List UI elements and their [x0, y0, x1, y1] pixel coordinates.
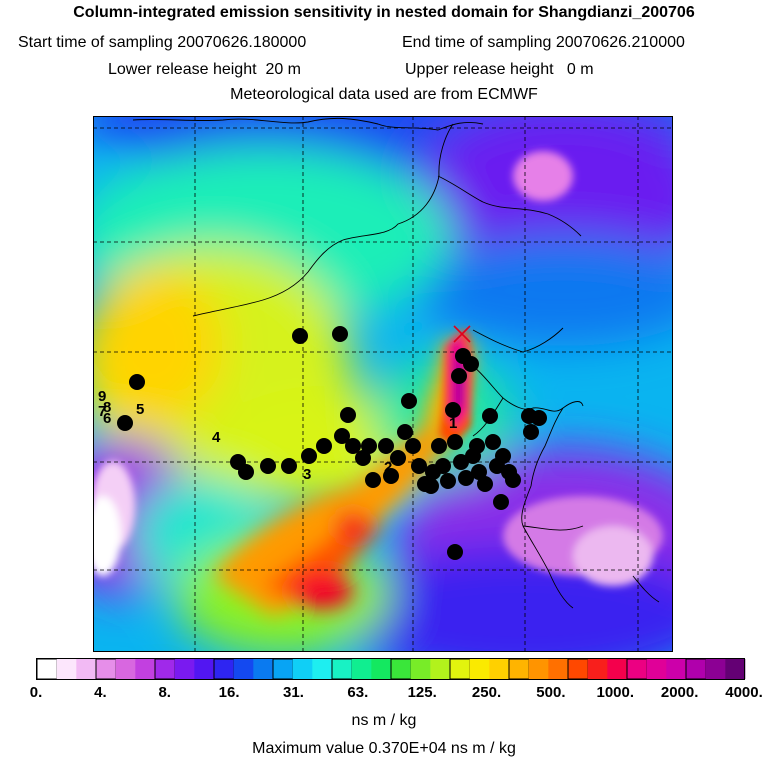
cluster-label-4: 4	[212, 429, 221, 446]
colorbar-swatch	[410, 659, 431, 679]
cluster-label-2: 2	[384, 459, 392, 476]
colorbar-swatch	[607, 659, 628, 679]
release-lower: Lower release height 20 m	[108, 61, 301, 79]
max-value: Maximum value 0.370E+04 ns m / kg	[252, 740, 516, 757]
colorbar-tick-label: 1000.	[596, 684, 635, 701]
colorbar-swatch	[76, 659, 97, 679]
colorbar-unit: ns m / kg	[351, 712, 417, 729]
colorbar-swatch	[292, 659, 313, 679]
emission-sensitivity-map: 9 8 7 6 5 4 3 2 1	[93, 116, 673, 652]
cluster-label-3: 3	[303, 466, 311, 483]
colorbar-tick-label: 250.	[471, 684, 502, 701]
colorbar-swatch	[646, 659, 667, 679]
colorbar-tick-label: 4.	[94, 684, 107, 701]
colorbar-swatch	[666, 659, 687, 679]
cluster-label-8: 8	[103, 399, 111, 416]
colorbar-swatch	[508, 658, 530, 680]
cluster-label-6: 6	[103, 410, 111, 427]
colorbar-swatch	[430, 659, 451, 679]
map-frame	[93, 116, 673, 652]
colorbar-tick-label: 16.	[218, 684, 240, 701]
sampling-start-value: 20070626.180000	[177, 34, 307, 51]
colorbar-swatch	[36, 658, 58, 680]
cluster-label-9: 9	[98, 388, 106, 405]
colorbar-tick-label: 500.	[536, 684, 566, 701]
cluster-label-7: 7	[98, 403, 106, 420]
colorbar-swatch	[233, 659, 254, 679]
colorbar-swatch	[626, 658, 648, 680]
colorbar-swatch	[390, 658, 412, 680]
colorbar-swatch	[489, 659, 510, 679]
colorbar-tick-label: 31.	[283, 684, 304, 701]
colorbar-swatch	[56, 659, 77, 679]
colorbar-swatch	[135, 659, 156, 679]
sampling-end: End time of sampling 20070626.210000	[402, 34, 685, 52]
colorbar-swatch	[174, 659, 195, 679]
release-lower-value: 20 m	[265, 61, 302, 78]
colorbar-tick-label: 2000.	[660, 684, 699, 701]
cluster-label-5: 5	[136, 401, 144, 418]
sampling-start-label: Start time of sampling	[18, 34, 173, 51]
colorbar-tick-label: 0.	[29, 684, 43, 701]
colorbar-tick-label: 8.	[158, 684, 171, 701]
colorbar-swatch	[253, 659, 274, 679]
colorbar-swatch	[705, 659, 726, 679]
graticule	[93, 116, 673, 652]
colorbar-frame	[36, 658, 745, 680]
colorbar-swatch	[213, 658, 235, 680]
colorbar-swatch	[548, 659, 569, 679]
colorbar-swatch	[528, 659, 549, 679]
colorbar-swatch	[567, 658, 589, 680]
colorbar-swatch	[685, 658, 707, 680]
colorbar-swatch	[154, 658, 176, 680]
release-upper-label: Upper release height	[405, 61, 554, 78]
colorbar	[36, 658, 746, 680]
colorbar-swatches	[36, 658, 746, 680]
colorbar-swatch	[587, 659, 608, 679]
colorbar-swatch	[194, 659, 215, 679]
met-source: Meteorological data used are from ECMWF	[230, 86, 538, 103]
colorbar-swatch	[312, 659, 333, 679]
release-lower-label: Lower release height	[108, 61, 257, 78]
colorbar-tick-label: 63.	[347, 684, 369, 701]
colorbar-swatch	[95, 658, 117, 680]
field-layer: 9 8 7 6 5 4 3 2 1	[93, 116, 673, 652]
colorbar-swatch	[115, 659, 136, 679]
colorbar-tick-label: 4000.	[725, 684, 763, 701]
colorbar-swatch	[351, 659, 372, 679]
cluster-label-1: 1	[449, 415, 457, 432]
trajectory-points	[117, 326, 547, 560]
sampling-end-value: 20070626.210000	[555, 34, 685, 51]
colorbar-swatch	[331, 658, 353, 680]
colorbar-swatch	[449, 658, 471, 680]
cluster-labels: 9 8 7 6 5 4 3 2 1	[98, 388, 457, 483]
sampling-start: Start time of sampling 20070626.180000	[18, 34, 306, 52]
release-upper: Upper release height 0 m	[405, 61, 594, 79]
colorbar-swatch	[725, 659, 746, 679]
colorbar-swatch	[469, 659, 490, 679]
sampling-end-label: End time of sampling	[402, 34, 552, 51]
colorbar-tick-label: 125.	[407, 684, 437, 701]
coastlines-borders	[132, 117, 660, 609]
colorbar-swatch	[272, 658, 294, 680]
page-title: Column-integrated emission sensitivity i…	[73, 4, 695, 21]
station-marker	[453, 325, 471, 343]
colorbar-swatch	[371, 659, 392, 679]
release-upper-value: 0 m	[566, 61, 594, 78]
